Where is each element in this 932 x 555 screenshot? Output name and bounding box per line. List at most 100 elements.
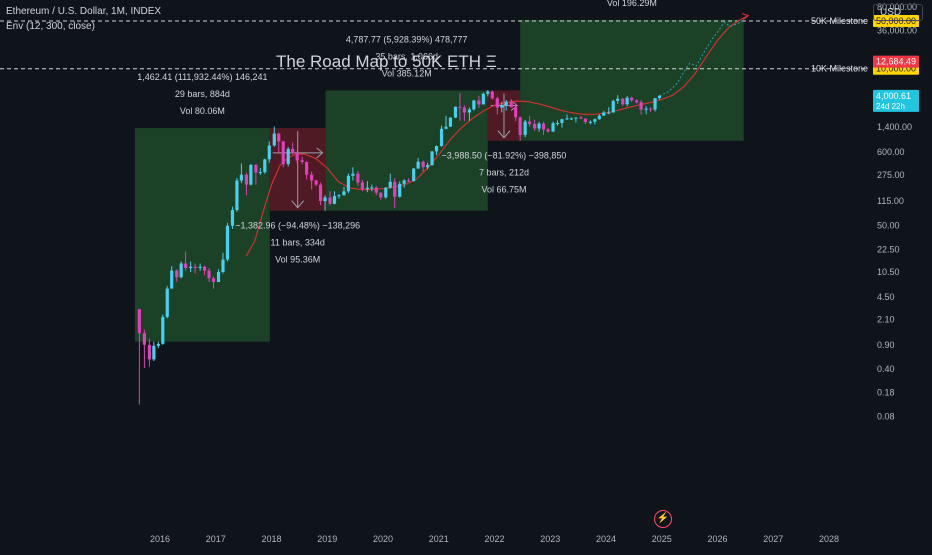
envelope-arrowhead <box>741 13 750 21</box>
candle-body <box>342 191 346 196</box>
envelope-line <box>245 15 749 257</box>
candle-body <box>588 121 592 123</box>
price-badge-subtext: 24d 22h <box>876 102 905 111</box>
candle-body <box>635 100 639 103</box>
candle-body <box>398 183 402 197</box>
candle-body <box>458 106 462 108</box>
candle-body <box>346 175 351 192</box>
range-stat-1-2: 29 bars, 884d <box>175 89 230 99</box>
range-stat-3-2: 35 bars, 1,066d <box>375 51 438 61</box>
candle-body <box>244 174 249 185</box>
y-tick-label: 600.00 <box>877 147 905 157</box>
y-tick-label: 115.00 <box>877 196 904 206</box>
candle-body <box>393 181 397 197</box>
x-tick-label: 2018 <box>261 534 281 544</box>
candle-body <box>300 160 304 162</box>
candle-body <box>370 187 374 189</box>
y-tick-label: 1,400.00 <box>877 122 912 132</box>
candle-body <box>467 109 472 113</box>
x-tick-label: 2016 <box>150 534 170 544</box>
candle-body <box>514 107 518 118</box>
candle-body <box>179 263 183 278</box>
x-tick-label: 2025 <box>652 534 672 544</box>
candle-body <box>203 266 207 271</box>
candle-body <box>351 173 355 176</box>
x-tick-label: 2024 <box>596 534 616 544</box>
candle-body <box>541 123 546 130</box>
y-tick-label: 10.50 <box>877 267 900 277</box>
candle-body <box>528 121 532 124</box>
x-tick-label: 2021 <box>429 534 449 544</box>
candle-body <box>258 172 262 174</box>
candle-body <box>625 97 629 105</box>
range-arrowhead-right <box>316 147 324 159</box>
candle-body <box>565 118 569 120</box>
price-badge <box>873 89 919 112</box>
range-box-5 <box>520 19 744 141</box>
indicator-legend[interactable]: Env (12, 300, close) <box>6 21 95 32</box>
candle-body <box>175 270 179 278</box>
candle-body <box>560 119 564 124</box>
currency-button[interactable]: USD <box>873 4 923 21</box>
range-arrowhead-down <box>497 130 511 139</box>
candle-body <box>597 115 601 120</box>
y-tick-label: 22.50 <box>877 244 900 254</box>
y-tick-label: 36,000.00 <box>877 26 917 36</box>
range-stat-1-1: 1,462.41 (111,932.44%) 146,241 <box>137 72 267 82</box>
candle-body <box>235 180 239 211</box>
candle-body <box>569 118 574 120</box>
candle-body <box>551 123 555 132</box>
candle-body <box>295 153 299 161</box>
candle-body <box>439 128 444 146</box>
candle-body <box>416 161 420 169</box>
range-arrowhead-down <box>291 200 305 209</box>
candle-body <box>402 180 406 184</box>
candle-body <box>323 197 327 202</box>
y-tick-label: 80,000.00 <box>877 2 917 12</box>
candle-body <box>374 187 378 193</box>
candle-body <box>221 259 225 273</box>
candle-body <box>644 108 648 110</box>
candle-body <box>574 117 578 119</box>
candle-body <box>388 181 392 188</box>
candle-body <box>490 91 494 99</box>
y-tick-label: 0.40 <box>877 364 895 374</box>
price-badge-text: 12,684.49 <box>876 57 916 67</box>
candle-body <box>611 100 615 113</box>
price-axis: 900,000.00420,000.00180,000.0080,000.003… <box>150 2 917 544</box>
candle-body <box>444 126 448 129</box>
range-stat-5-3: Vol 196.29M <box>607 0 657 8</box>
candle-body <box>533 123 537 129</box>
candle-body <box>639 102 643 110</box>
candle-body <box>305 161 309 175</box>
candle-body <box>137 309 141 334</box>
x-tick-label: 2020 <box>373 534 393 544</box>
range-stat-4-1: −3,988.50 (−81.92%) −398,850 <box>442 151 567 161</box>
candle-body <box>657 95 662 99</box>
candle-body <box>337 195 341 197</box>
range-arrowhead-right <box>510 100 518 111</box>
candle-body <box>379 192 383 198</box>
lightning-icon[interactable]: ⚡ <box>654 510 672 528</box>
candle-body <box>165 288 169 318</box>
candle-body <box>602 112 606 116</box>
candle-body <box>286 148 290 165</box>
milestone-label: 50K Milestone <box>811 16 868 26</box>
candle-body <box>281 141 285 165</box>
candle-body <box>291 148 295 154</box>
candle-body <box>500 105 504 108</box>
candle-body <box>189 266 193 269</box>
candle-body <box>230 210 235 226</box>
range-stat-4-2: 7 bars, 212d <box>479 168 529 178</box>
range-stat-4-3: Vol 66.75M <box>481 185 526 195</box>
candle-body <box>384 187 388 198</box>
candle-body <box>616 98 620 101</box>
candle-body <box>216 272 221 282</box>
candle-body <box>583 118 587 123</box>
y-tick-label: 50.00 <box>877 221 900 231</box>
range-box-1 <box>134 128 270 342</box>
candle-body <box>328 197 332 204</box>
x-tick-label: 2028 <box>819 534 839 544</box>
